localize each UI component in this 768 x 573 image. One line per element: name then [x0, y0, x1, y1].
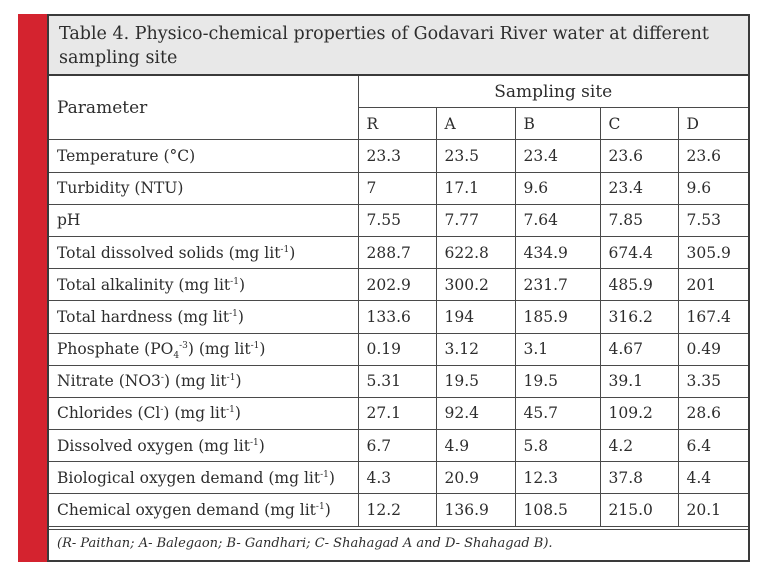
value-cell: 202.9 [357, 268, 437, 302]
value-cell: 5.8 [514, 429, 601, 463]
value-cell: 7 [357, 171, 437, 205]
value-cell: 316.2 [599, 300, 679, 334]
value-cell: 9.6 [514, 171, 601, 205]
value-cell: 4.67 [599, 332, 679, 366]
accent-bar [18, 14, 47, 562]
value-cell: 108.5 [514, 493, 601, 527]
table-title: Table 4. Physico-chemical properties of … [49, 16, 748, 76]
table-row: Dissolved oxygen (mg lit-1) 6.7 4.9 5.8 4.2 6… [49, 429, 748, 463]
value-cell: 3.12 [435, 332, 516, 366]
site-header-a: A [435, 107, 516, 141]
value-cell: 194 [435, 300, 516, 334]
properties-table: Parameter Sampling site R A B C D Temper… [49, 76, 748, 527]
table-row: pH 7.55 7.77 7.64 7.85 7.53 [49, 203, 748, 237]
table-row: Turbidity (NTU) 7 17.1 9.6 23.4 9.6 [49, 171, 748, 205]
value-cell: 305.9 [677, 235, 748, 270]
value-cell: 7.55 [357, 203, 437, 237]
site-header-r: R [358, 107, 437, 141]
sampling-site-header: Sampling site [357, 76, 748, 109]
value-cell: 109.2 [599, 396, 679, 431]
header-row-group: Parameter Sampling site [49, 76, 748, 141]
value-cell: 674.4 [599, 235, 679, 270]
parameter-cell: Chlorides (Cl-) (mg lit-1) [49, 396, 359, 431]
value-cell: 622.8 [435, 235, 516, 270]
value-cell: 231.7 [514, 268, 601, 302]
value-cell: 12.3 [514, 461, 601, 495]
parameter-cell: Nitrate (NO3-) (mg lit-1) [49, 364, 359, 398]
value-cell: 28.6 [677, 396, 748, 431]
value-cell: 23.4 [599, 171, 679, 205]
parameter-cell: Chemical oxygen demand (mg lit-1) [49, 493, 359, 527]
table-row: Chlorides (Cl-) (mg lit-1) 27.1 92.4 45.7 10… [49, 396, 748, 431]
value-cell: 20.9 [435, 461, 516, 495]
parameter-cell: Total alkalinity (mg lit-1) [49, 268, 359, 302]
value-cell: 45.7 [514, 396, 601, 431]
value-cell: 485.9 [599, 268, 679, 302]
table-row: Nitrate (NO3-) (mg lit-1) 5.31 19.5 19.5 39.… [49, 364, 748, 398]
value-cell: 288.7 [357, 235, 437, 270]
value-cell: 12.2 [357, 493, 437, 527]
value-cell: 434.9 [514, 235, 601, 270]
parameter-cell: Temperature (°C) [49, 139, 359, 173]
parameter-cell: Total hardness (mg lit-1) [49, 300, 359, 334]
value-cell: 136.9 [435, 493, 516, 527]
value-cell: 17.1 [435, 171, 516, 205]
value-cell: 19.5 [435, 364, 516, 398]
value-cell: 300.2 [435, 268, 516, 302]
value-cell: 19.5 [514, 364, 601, 398]
site-header-d: D [677, 107, 748, 141]
value-cell: 0.49 [677, 332, 748, 366]
value-cell: 7.77 [435, 203, 516, 237]
value-cell: 9.6 [677, 171, 748, 205]
value-cell: 92.4 [435, 396, 516, 431]
table-row: Total alkalinity (mg lit-1) 202.9 300.2 231… [49, 268, 748, 302]
value-cell: 7.53 [677, 203, 748, 237]
value-cell: 23.4 [514, 139, 601, 173]
value-cell: 23.5 [435, 139, 516, 173]
parameter-header: Parameter [49, 76, 359, 141]
site-header-c: C [599, 107, 679, 141]
value-cell: 23.6 [677, 139, 748, 173]
parameter-cell: Phosphate (PO4-3) (mg lit-1) [49, 332, 359, 366]
table-body: Temperature (°C) 23.3 23.5 23.4 23.6 23.6 Turb… [49, 139, 748, 527]
value-cell: 27.1 [357, 396, 437, 431]
value-cell: 37.8 [599, 461, 679, 495]
table-row: Total dissolved solids (mg lit-1) 288.7 62… [49, 235, 748, 270]
parameter-cell: pH [49, 203, 359, 237]
parameter-cell: Total dissolved solids (mg lit-1) [49, 235, 359, 270]
value-cell: 4.2 [599, 429, 679, 463]
site-header-b: B [514, 107, 601, 141]
value-cell: 185.9 [514, 300, 601, 334]
value-cell: 20.1 [677, 493, 748, 527]
table-row: Phosphate (PO4-3) (mg lit-1) 0.19 3.12 3.1 4… [49, 332, 748, 366]
table-row: Total hardness (mg lit-1) 133.6 194 185.9 31… [49, 300, 748, 334]
value-cell: 133.6 [357, 300, 437, 334]
value-cell: 4.3 [357, 461, 437, 495]
value-cell: 4.4 [677, 461, 748, 495]
value-cell: 6.4 [677, 429, 748, 463]
table-footnote: (R- Paithan; A- Balegaon; B- Gandhari; C… [49, 529, 748, 559]
table-row: Chemical oxygen demand (mg lit-1) 12.2 136… [49, 493, 748, 527]
value-cell: 6.7 [357, 429, 437, 463]
value-cell: 23.3 [357, 139, 437, 173]
table-row: Temperature (°C) 23.3 23.5 23.4 23.6 23.6 [49, 139, 748, 173]
value-cell: 4.9 [435, 429, 516, 463]
parameter-cell: Turbidity (NTU) [49, 171, 359, 205]
parameter-cell: Biological oxygen demand (mg lit-1) [49, 461, 359, 495]
value-cell: 201 [677, 268, 748, 302]
value-cell: 23.6 [599, 139, 679, 173]
parameter-cell: Dissolved oxygen (mg lit-1) [49, 429, 359, 463]
table-row: Biological oxygen demand (mg lit-1) 4.3 20… [49, 461, 748, 495]
value-cell: 3.1 [514, 332, 601, 366]
value-cell: 0.19 [357, 332, 437, 366]
value-cell: 3.35 [677, 364, 748, 398]
value-cell: 7.85 [599, 203, 679, 237]
value-cell: 5.31 [357, 364, 437, 398]
value-cell: 39.1 [599, 364, 679, 398]
value-cell: 215.0 [599, 493, 679, 527]
value-cell: 167.4 [677, 300, 748, 334]
value-cell: 7.64 [514, 203, 601, 237]
table-frame: Table 4. Physico-chemical properties of … [47, 14, 750, 562]
